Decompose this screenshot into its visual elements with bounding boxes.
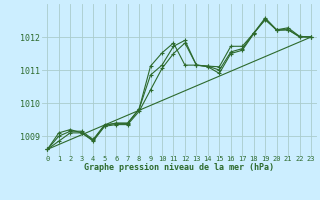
- X-axis label: Graphe pression niveau de la mer (hPa): Graphe pression niveau de la mer (hPa): [84, 163, 274, 172]
